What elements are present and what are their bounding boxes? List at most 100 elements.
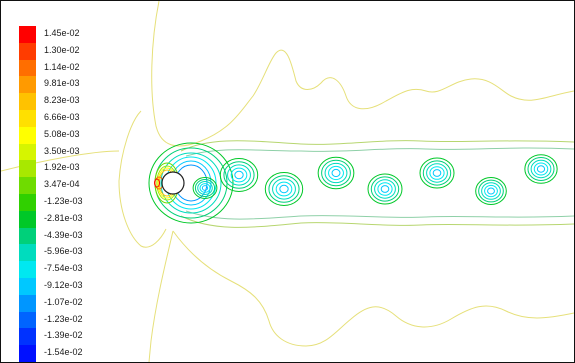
legend-row: -1.70e-02	[16, 361, 106, 362]
legend-label: 5.08e-03	[44, 128, 80, 139]
vortex-contour	[279, 184, 289, 194]
legend-label: -9.12e-03	[44, 279, 83, 290]
vortex-contour	[268, 175, 300, 203]
wake-envelope-lower	[180, 215, 574, 228]
legend-swatch	[19, 160, 36, 178]
legend-swatch	[19, 109, 36, 127]
legend-label: -2.81e-03	[44, 212, 83, 223]
outer-isoline-upper	[151, 1, 574, 147]
legend-label: 1.14e-02	[44, 61, 80, 72]
legend-row: 8.23e-03	[16, 93, 106, 110]
legend-row: -1.23e-02	[16, 311, 106, 329]
vortex-contour	[475, 177, 507, 205]
vortex-contour	[422, 160, 452, 186]
legend-row: -4.39e-03	[16, 227, 106, 245]
vortex-contour	[230, 167, 248, 183]
legend-row: -1.23e-03	[16, 193, 106, 211]
outer-isoline-left	[118, 110, 167, 248]
vortex-contour	[429, 166, 445, 180]
legend-label: 8.23e-03	[44, 95, 80, 106]
legend-row: 1.30e-02	[16, 42, 106, 60]
outer-isoline-lower	[148, 230, 174, 362]
vortex-contour	[194, 179, 216, 197]
legend-swatch	[19, 294, 36, 312]
legend-row: 9.81e-03	[16, 76, 106, 94]
legend-swatch	[19, 59, 36, 77]
legend-row: -9.12e-03	[16, 277, 106, 295]
legend-row: -7.54e-03	[16, 261, 106, 278]
legend-label: -1.23e-02	[44, 313, 83, 324]
vortex-contour	[536, 165, 546, 173]
vortex-contour	[419, 157, 455, 189]
legend-row: -1.54e-02	[16, 345, 106, 362]
wake-envelope-upper	[180, 140, 574, 152]
vortex-contour	[481, 182, 501, 200]
vortex-contour	[234, 170, 244, 180]
vortex-contour	[426, 163, 448, 183]
legend-label: -1.54e-02	[44, 347, 83, 358]
legend-row: 1.92e-03	[16, 160, 106, 178]
stagnation-contour	[154, 178, 160, 188]
vortex-contour	[219, 158, 259, 192]
legend-swatch	[19, 76, 36, 94]
near-wake-contour	[160, 152, 222, 214]
legend-swatch	[19, 210, 36, 228]
legend-swatch	[19, 26, 36, 43]
vortex-contour	[199, 183, 211, 193]
vortex-contour	[331, 168, 341, 178]
legend-row: -1.39e-02	[16, 328, 106, 346]
wake-envelope-inner-upper	[185, 147, 574, 157]
legend-label: -4.39e-03	[44, 229, 83, 240]
legend-swatch	[19, 42, 36, 60]
vortex-contour	[192, 177, 218, 199]
vortex-contour	[380, 185, 390, 193]
legend-swatch	[19, 126, 36, 144]
vortex-contour	[324, 162, 348, 184]
legend-swatch	[19, 227, 36, 245]
outer-isoline-bottom	[172, 230, 574, 347]
legend-label: -7.54e-03	[44, 263, 83, 274]
legend-label: 3.47e-04	[44, 179, 80, 190]
legend-row: -2.81e-03	[16, 210, 106, 228]
vortex-contour	[197, 181, 213, 195]
legend-swatch	[19, 193, 36, 211]
legend-swatch	[19, 277, 36, 295]
vortex-contour	[533, 162, 549, 176]
legend-label: 1.45e-02	[44, 28, 80, 38]
legend-swatch	[19, 244, 36, 262]
vortex-contour	[275, 181, 293, 197]
vortex-contour	[374, 179, 396, 199]
vortex-contour	[478, 179, 504, 203]
legend-label: 1.30e-02	[44, 44, 80, 55]
legend-row: 5.08e-03	[16, 126, 106, 144]
legend-swatch	[19, 311, 36, 329]
legend-label: -1.07e-02	[44, 296, 83, 307]
vortex-contour	[527, 157, 555, 181]
legend-label: 3.50e-03	[44, 145, 80, 156]
vortex-contour	[227, 164, 251, 186]
vortex-contour	[367, 173, 403, 205]
legend-row: 6.66e-03	[16, 109, 106, 127]
legend-label: -1.23e-03	[44, 195, 83, 206]
legend-swatch	[19, 143, 36, 161]
legend-swatch	[19, 177, 36, 194]
legend-swatch	[19, 361, 36, 362]
color-legend: 1.45e-02 1.30e-02 1.14e-02 9.81e-03 8.23e-03…	[16, 26, 106, 362]
vortex-contour	[377, 182, 393, 196]
legend-row: -1.07e-02	[16, 294, 106, 312]
vortex-contour	[484, 184, 498, 198]
vortex-contour	[272, 178, 296, 200]
vortex-contour	[530, 159, 552, 179]
legend-row: 3.47e-04	[16, 177, 106, 194]
legend-label: 6.66e-03	[44, 111, 80, 122]
near-wake-contour	[148, 142, 234, 224]
vortex-contour	[370, 176, 400, 202]
legend-label: 1.92e-03	[44, 162, 80, 173]
legend-row: 1.14e-02	[16, 59, 106, 77]
legend-swatch	[19, 328, 36, 346]
vortex-contour	[487, 187, 495, 195]
vortex-contour	[201, 185, 209, 191]
vortex-contour	[223, 161, 255, 189]
